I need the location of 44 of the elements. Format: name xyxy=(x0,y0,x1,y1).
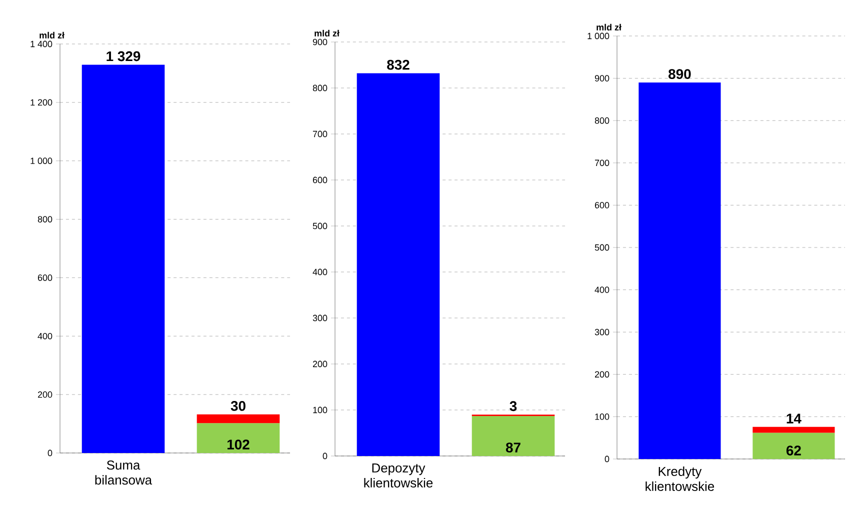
y-axis-title: mld zł xyxy=(596,24,622,30)
y-tick-label: 1 400 xyxy=(30,40,52,48)
y-tick-label: 1 000 xyxy=(30,158,52,164)
data-label: 890 xyxy=(668,69,691,79)
y-tick-label: 800 xyxy=(38,216,52,222)
y-axis-title: mld zł xyxy=(314,30,340,36)
y-axis-title: mld zł xyxy=(40,32,64,38)
y-tick-label: 200 xyxy=(38,391,52,398)
y-tick-label: 400 xyxy=(38,332,52,340)
y-tick-label: 1 000 xyxy=(588,32,610,40)
y-tick-label: 700 xyxy=(594,160,610,166)
y-tick-label: 500 xyxy=(594,244,610,251)
y-tick-label: 900 xyxy=(312,38,328,46)
data-label: 62 xyxy=(786,446,801,456)
y-tick-label: 200 xyxy=(312,360,328,368)
data-label: 102 xyxy=(228,440,250,450)
y-tick-label: 800 xyxy=(312,84,328,92)
data-label: 1 329 xyxy=(106,51,140,62)
y-tick-label: 600 xyxy=(312,176,328,184)
y-tick-label: 0 xyxy=(322,452,328,460)
y-tick-label: 300 xyxy=(312,314,328,322)
x-tick-label: Kredyty klientowskie xyxy=(646,466,714,491)
y-tick-label: 400 xyxy=(312,268,328,276)
y-tick-label: 1 200 xyxy=(30,99,52,106)
y-tick-label: 0 xyxy=(48,450,52,456)
y-tick-label: 100 xyxy=(595,414,610,420)
y-tick-label: 300 xyxy=(594,328,610,336)
y-tick-label: 600 xyxy=(38,274,52,281)
y-tick-label: 800 xyxy=(594,117,610,124)
y-tick-label: 200 xyxy=(594,371,610,378)
x-tick-label: Depozyty klientowskie xyxy=(364,464,433,488)
data-label: 832 xyxy=(387,60,410,70)
data-label: 30 xyxy=(230,400,246,411)
data-label: 14 xyxy=(786,414,802,424)
data-label: 3 xyxy=(510,401,517,412)
x-tick-label: Suma bilansowa xyxy=(95,460,152,485)
y-tick-label: 700 xyxy=(312,130,328,138)
y-tick-label: 600 xyxy=(594,202,610,208)
y-tick-label: 0 xyxy=(604,456,610,462)
y-tick-label: 900 xyxy=(594,75,610,82)
y-tick-label: 100 xyxy=(313,406,328,414)
y-tick-label: 400 xyxy=(594,286,610,293)
y-tick-label: 500 xyxy=(312,222,328,230)
data-label: 87 xyxy=(506,442,520,452)
